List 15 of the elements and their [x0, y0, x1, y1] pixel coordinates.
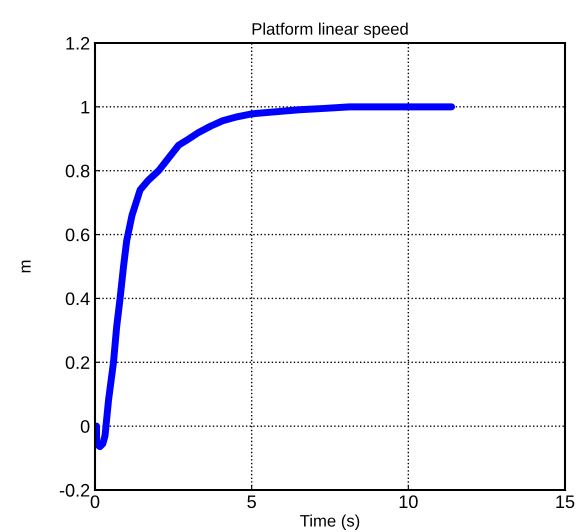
x-axis-title: Time (s) [300, 514, 360, 530]
y-tick-label: 0.8 [66, 164, 90, 178]
y-axis-title: m [22, 260, 31, 272]
y-tick-label: 1.2 [66, 36, 90, 50]
x-tick-label: 15 [556, 496, 574, 508]
x-tick-label: 10 [400, 495, 418, 508]
y-tick-label: 0.4 [66, 292, 90, 306]
y-tick-label: 0 [80, 420, 90, 433]
y-tick-label: 0.6 [66, 228, 90, 242]
y-tick-label: 1 [81, 100, 90, 114]
chart-title: Platform linear speed [252, 22, 408, 38]
y-tick-label: -0.2 [60, 484, 90, 497]
x-tick-label: 5 [247, 496, 256, 508]
y-tick-label: 0.2 [66, 356, 90, 370]
x-tick-label: 0 [90, 495, 100, 508]
